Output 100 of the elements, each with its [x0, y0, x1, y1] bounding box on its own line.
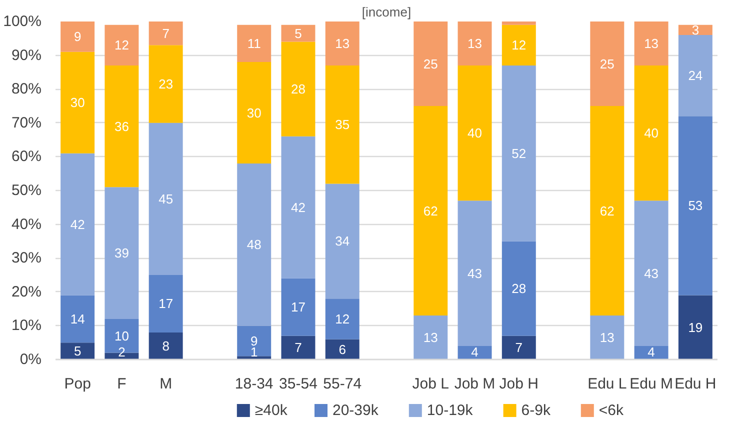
- bar: [678, 295, 712, 360]
- data-label: 30: [246, 105, 262, 120]
- x-tick-label: M: [160, 376, 172, 392]
- bar: [148, 332, 183, 360]
- bar: [590, 106, 624, 316]
- bar: [148, 22, 183, 46]
- data-label: 36: [114, 118, 129, 134]
- data-label: 12: [114, 38, 129, 53]
- y-tick-label: 60%: [11, 148, 42, 166]
- data-label: 8: [162, 338, 170, 354]
- data-label: 52: [512, 146, 526, 161]
- data-label: 48: [246, 237, 262, 252]
- data-label: 4: [648, 344, 655, 360]
- data-label: 40: [468, 126, 482, 141]
- bar: [104, 187, 139, 319]
- data-label: 12: [512, 38, 526, 53]
- data-label: 14: [70, 311, 85, 326]
- bar: [60, 295, 95, 343]
- data-label: 23: [158, 76, 174, 92]
- x-tick-label: 18-34: [234, 376, 274, 392]
- y-tick-label: 50%: [11, 182, 42, 199]
- bar: [502, 22, 536, 25]
- x-tick-label: 55-74: [323, 376, 362, 392]
- bar: [458, 346, 492, 360]
- x-tick-label: Job H: [499, 376, 538, 392]
- data-label: 12: [335, 311, 350, 326]
- data-label: 35: [335, 117, 350, 132]
- bar: [634, 22, 668, 66]
- bar: [237, 326, 272, 356]
- data-label: 25: [600, 56, 614, 72]
- legend-label: 20-39k: [332, 402, 379, 419]
- bar: [281, 336, 316, 360]
- bar: [678, 35, 712, 116]
- bar: [104, 24, 139, 66]
- bar: [502, 24, 536, 66]
- data-label: 6: [338, 342, 346, 357]
- data-label: 39: [114, 246, 129, 261]
- bar: [634, 200, 668, 346]
- bar: [104, 65, 139, 188]
- data-label: 3: [692, 22, 700, 38]
- y-tick-label: 0%: [20, 351, 42, 368]
- data-label: 30: [70, 95, 85, 110]
- data-label: 10: [114, 328, 129, 344]
- data-label: 7: [515, 340, 523, 356]
- data-label: 11: [247, 36, 261, 51]
- bar: [148, 275, 183, 332]
- bar: [60, 342, 95, 360]
- data-label: 25: [423, 56, 438, 72]
- bar: [590, 316, 624, 360]
- bar: [60, 153, 95, 296]
- bar: [237, 62, 272, 164]
- data-label: 17: [158, 296, 174, 312]
- bar: [634, 346, 668, 360]
- bar: [325, 22, 360, 66]
- y-tick-label: 80%: [11, 80, 42, 98]
- x-tick-label: Job M: [454, 376, 496, 392]
- y-tick-label: 100%: [3, 13, 42, 30]
- y-tick-label: 10%: [11, 317, 42, 334]
- bar: [458, 200, 492, 346]
- bar: [502, 336, 536, 360]
- data-label: 45: [158, 191, 174, 206]
- data-label: 13: [644, 36, 659, 51]
- data-label: 19: [688, 320, 703, 335]
- data-label: 13: [423, 330, 438, 346]
- data-label: 62: [600, 203, 614, 218]
- legend-label: 10-19k: [426, 402, 474, 419]
- bar: [237, 24, 272, 62]
- legend-label: <6k: [598, 402, 624, 419]
- data-label: 9: [74, 29, 82, 44]
- x-tick-label: Edu M: [630, 376, 673, 392]
- bar: [458, 65, 492, 201]
- bar: [325, 339, 360, 360]
- data-label: 17: [291, 300, 306, 315]
- bar: [634, 65, 668, 201]
- bar: [325, 298, 360, 340]
- bar: [678, 116, 712, 296]
- data-label: 43: [644, 266, 659, 281]
- data-label: 53: [688, 198, 703, 214]
- x-tick-label: Job L: [412, 376, 449, 392]
- data-label: 28: [512, 281, 526, 296]
- bar: [414, 22, 448, 106]
- y-tick-label: 70%: [11, 114, 42, 132]
- data-label: 13: [600, 330, 614, 346]
- data-label: 24: [688, 68, 703, 84]
- bar: [502, 241, 536, 336]
- bar: [148, 45, 183, 123]
- bar: [325, 184, 360, 299]
- bar: [60, 52, 95, 154]
- bar: [281, 42, 316, 136]
- bar: [281, 136, 316, 278]
- bar: [414, 316, 448, 360]
- data-label: 5: [294, 26, 302, 41]
- legend-label: 6-9k: [521, 402, 551, 419]
- bar: [281, 278, 316, 336]
- y-tick-label: 40%: [11, 216, 42, 233]
- data-label: 7: [162, 26, 170, 41]
- data-label: 28: [291, 82, 306, 97]
- x-tick-label: 35-54: [279, 376, 318, 392]
- data-label: 2: [118, 344, 126, 360]
- bar: [281, 24, 316, 42]
